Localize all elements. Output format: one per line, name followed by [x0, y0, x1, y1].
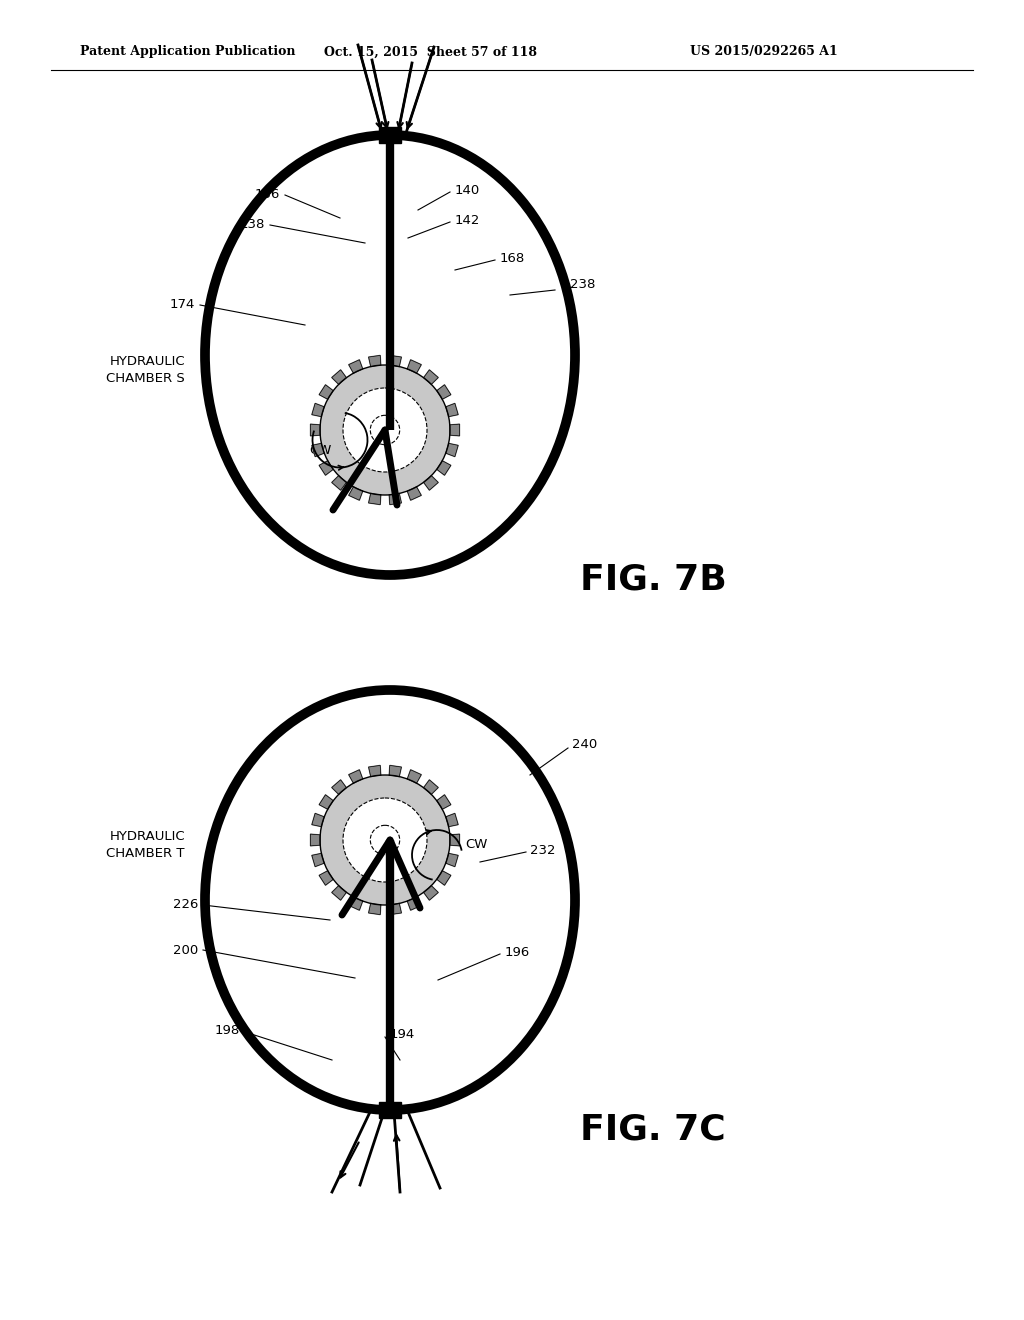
Polygon shape — [319, 795, 333, 809]
Ellipse shape — [205, 135, 575, 576]
Polygon shape — [389, 494, 401, 504]
Polygon shape — [450, 834, 460, 846]
Text: FIG. 7C: FIG. 7C — [580, 1113, 726, 1147]
Bar — [379, 127, 401, 143]
Circle shape — [343, 388, 427, 473]
Polygon shape — [424, 475, 438, 490]
Polygon shape — [319, 871, 333, 886]
Text: CW: CW — [309, 444, 331, 457]
Polygon shape — [310, 834, 321, 846]
Text: 174: 174 — [170, 298, 195, 312]
Polygon shape — [349, 770, 362, 783]
Polygon shape — [445, 813, 458, 826]
Polygon shape — [349, 360, 362, 374]
Polygon shape — [312, 404, 325, 417]
Polygon shape — [408, 487, 421, 500]
Polygon shape — [437, 871, 451, 886]
Text: 200: 200 — [173, 944, 198, 957]
Polygon shape — [349, 487, 362, 500]
Polygon shape — [389, 903, 401, 915]
Ellipse shape — [205, 690, 575, 1110]
Circle shape — [319, 366, 450, 495]
Text: 226: 226 — [173, 899, 198, 912]
Polygon shape — [369, 494, 381, 504]
Polygon shape — [332, 475, 346, 490]
Text: 138: 138 — [240, 219, 265, 231]
Polygon shape — [437, 461, 451, 475]
Text: 136: 136 — [255, 189, 280, 202]
Polygon shape — [389, 355, 401, 367]
Text: 238: 238 — [570, 279, 595, 292]
Polygon shape — [312, 853, 325, 867]
Text: 240: 240 — [572, 738, 597, 751]
Text: 198: 198 — [215, 1023, 240, 1036]
Polygon shape — [369, 766, 381, 776]
Polygon shape — [332, 886, 346, 900]
Polygon shape — [319, 384, 333, 399]
Polygon shape — [319, 461, 333, 475]
Text: US 2015/0292265 A1: US 2015/0292265 A1 — [690, 45, 838, 58]
Polygon shape — [445, 444, 458, 457]
Text: 194: 194 — [390, 1028, 416, 1041]
Polygon shape — [332, 370, 346, 384]
Polygon shape — [450, 424, 460, 436]
Polygon shape — [445, 853, 458, 867]
Text: CW: CW — [465, 838, 487, 851]
Polygon shape — [445, 404, 458, 417]
Polygon shape — [408, 360, 421, 374]
Text: 232: 232 — [530, 843, 555, 857]
Text: 140: 140 — [455, 183, 480, 197]
Polygon shape — [310, 424, 321, 436]
Text: 168: 168 — [500, 252, 525, 264]
Polygon shape — [312, 813, 325, 826]
Circle shape — [343, 799, 427, 882]
Text: HYDRAULIC
CHAMBER S: HYDRAULIC CHAMBER S — [106, 355, 185, 385]
Polygon shape — [437, 384, 451, 399]
Polygon shape — [424, 780, 438, 795]
Polygon shape — [332, 780, 346, 795]
Text: 196: 196 — [505, 945, 530, 958]
Text: FIG. 7B: FIG. 7B — [580, 564, 727, 597]
Text: HYDRAULIC
CHAMBER T: HYDRAULIC CHAMBER T — [106, 830, 185, 861]
Polygon shape — [408, 770, 421, 783]
Polygon shape — [369, 355, 381, 367]
Polygon shape — [437, 795, 451, 809]
Polygon shape — [312, 444, 325, 457]
Polygon shape — [369, 903, 381, 915]
Text: Patent Application Publication: Patent Application Publication — [80, 45, 296, 58]
Polygon shape — [408, 896, 421, 911]
Bar — [379, 1102, 401, 1118]
Polygon shape — [424, 886, 438, 900]
Polygon shape — [349, 896, 362, 911]
Text: 142: 142 — [455, 214, 480, 227]
Circle shape — [319, 775, 450, 906]
Text: Oct. 15, 2015  Sheet 57 of 118: Oct. 15, 2015 Sheet 57 of 118 — [324, 45, 537, 58]
Polygon shape — [389, 766, 401, 776]
Polygon shape — [424, 370, 438, 384]
